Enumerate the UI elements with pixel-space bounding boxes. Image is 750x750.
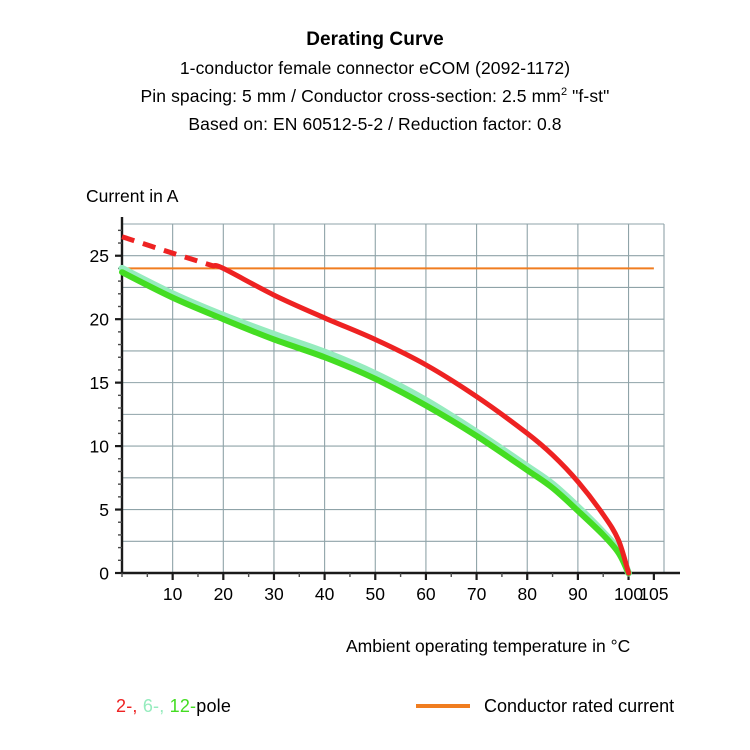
x-tick-label: 20 [214,584,234,604]
legend-pole-entry: 2-, 6-, 12-pole [116,696,231,717]
legend-label-2-pole: 2-, [116,696,138,716]
y-tick-label: 20 [90,310,110,330]
x-tick-label: 100 [614,584,643,604]
horizontal-gridlines [122,255,664,542]
x-tick-label: 60 [416,584,436,604]
x-tick-label: 10 [163,584,183,604]
legend-line-swatch [416,703,470,708]
spec-text-post: "f-st" [567,86,610,106]
x-tick-label: 50 [366,584,386,604]
chart-title-block: Derating Curve 1-conductor female connec… [0,26,750,138]
y-tick-label: 10 [90,437,110,457]
legend-label-pole-suffix: pole [196,696,232,716]
y-axis-title: Current in A [86,186,179,206]
y-tick-label: 15 [90,373,109,393]
y-tick-label: 25 [90,246,109,266]
chart-subtitle-connector: 1-conductor female connector eCOM (2092-… [179,58,571,78]
x-tick-label: 40 [315,584,335,604]
vertical-gridlines [122,223,665,573]
chart-legend: 2-, 6-, 12-pole Conductor rated current [0,696,750,730]
chart-main-title: Derating Curve [306,29,444,50]
x-tick-label: 30 [264,584,284,604]
axis-ticks [115,229,655,580]
legend-label-6-pole: 6-, [142,696,165,716]
x-axis-title: Ambient operating temperature in °C [346,636,631,656]
chart-subtitle-standard: Based on: EN 60512-5-2 / Reduction facto… [188,114,562,134]
y-tick-label: 0 [99,564,109,584]
legend-rated-current-entry: Conductor rated current [416,696,674,717]
chart-subtitle-specs: Pin spacing: 5 mm / Conductor cross-sect… [0,82,750,110]
y-tick-label: 5 [99,500,109,520]
legend-label-rated-current: Conductor rated current [484,696,675,716]
x-tick-label: 70 [467,584,487,604]
x-tick-label: 105 [639,584,668,604]
spec-superscript: 2 [560,86,568,99]
x-tick-label: 90 [568,584,588,604]
legend-label-12-pole: 12- [169,696,197,716]
spec-text-pre: Pin spacing: 5 mm / Conductor cross-sect… [140,86,561,106]
x-tick-label: 80 [517,584,537,604]
series-curves [118,234,633,577]
